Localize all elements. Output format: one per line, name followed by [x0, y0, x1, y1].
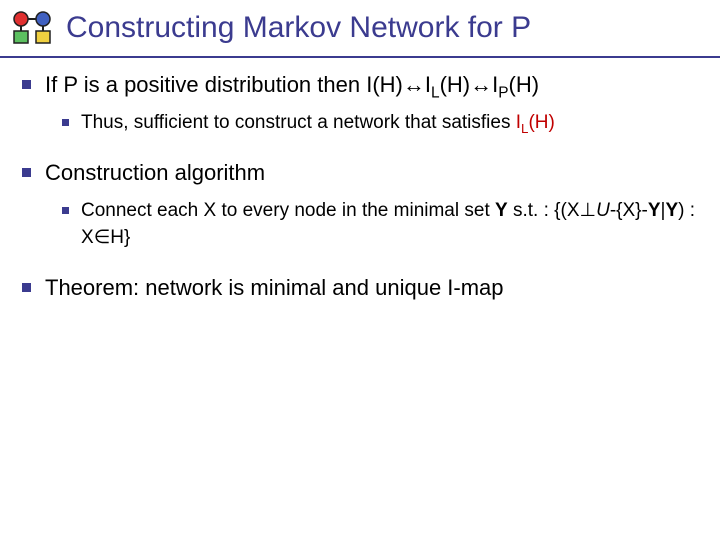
list-item: Theorem: network is minimal and unique I… — [22, 273, 704, 303]
list-item: Construction algorithm Connect each X to … — [22, 158, 704, 251]
bullet-row: If P is a positive distribution then I(H… — [22, 70, 704, 100]
bullet-row: Theorem: network is minimal and unique I… — [22, 273, 704, 303]
title-bar: Constructing Markov Network for P — [0, 0, 720, 58]
bullet-text: Theorem: network is minimal and unique I… — [45, 273, 504, 303]
square-bullet-icon — [62, 119, 69, 126]
sub-bullet-text: Thus, sufficient to construct a network … — [81, 110, 555, 137]
bullet-list: If P is a positive distribution then I(H… — [22, 70, 704, 303]
slide-body: If P is a positive distribution then I(H… — [22, 70, 704, 325]
sub-bullet-text: Connect each X to every node in the mini… — [81, 198, 704, 251]
sub-bullet-list: Connect each X to every node in the mini… — [62, 198, 704, 251]
network-logo-icon — [10, 8, 54, 48]
bullet-row: Construction algorithm — [22, 158, 704, 188]
square-bullet-icon — [22, 80, 31, 89]
square-bullet-icon — [62, 207, 69, 214]
slide: Constructing Markov Network for P If P i… — [0, 0, 720, 540]
list-item: If P is a positive distribution then I(H… — [22, 70, 704, 136]
list-item: Connect each X to every node in the mini… — [62, 198, 704, 251]
bullet-text: If P is a positive distribution then I(H… — [45, 70, 539, 100]
sub-bullet-row: Connect each X to every node in the mini… — [62, 198, 704, 251]
list-item: Thus, sufficient to construct a network … — [62, 110, 704, 137]
sub-bullet-row: Thus, sufficient to construct a network … — [62, 110, 704, 137]
slide-title: Constructing Markov Network for P — [66, 11, 531, 45]
bullet-text: Construction algorithm — [45, 158, 265, 188]
square-bullet-icon — [22, 283, 31, 292]
square-bullet-icon — [22, 168, 31, 177]
sub-bullet-list: Thus, sufficient to construct a network … — [62, 110, 704, 137]
